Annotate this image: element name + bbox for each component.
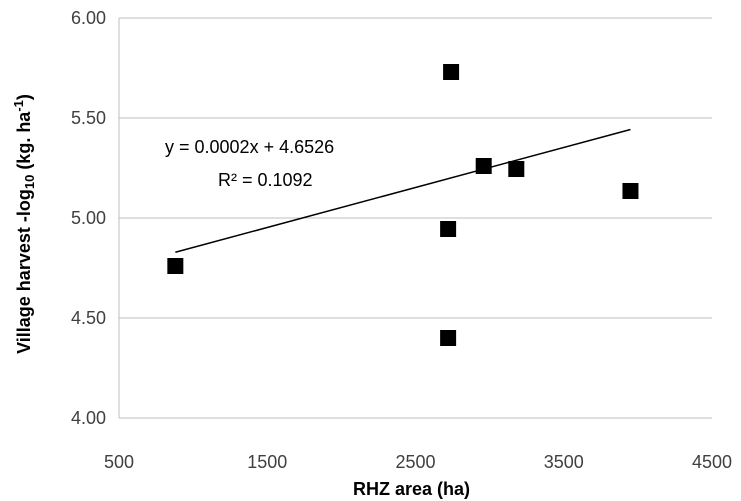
x-axis-title: RHZ area (ha) — [353, 479, 470, 499]
y-axis-title-superscript: -1 — [11, 100, 26, 112]
data-point-1 — [440, 330, 457, 346]
x-tick-label-2: 2500 — [395, 452, 435, 472]
data-point-6 — [622, 183, 639, 199]
y-axis-title-suffix: ) — [14, 94, 34, 100]
data-point-0 — [167, 258, 184, 274]
gridlines — [119, 17, 712, 419]
x-tick-label-4: 4500 — [692, 452, 732, 472]
y-axis-title: Village harvest -log10 (kg. ha-1) — [11, 94, 37, 354]
x-tick-label-3: 3500 — [544, 452, 584, 472]
y-tick-label-2: 5.00 — [71, 208, 106, 228]
y-axis-title-prefix: Village harvest -log — [14, 189, 34, 354]
data-point-3 — [443, 64, 460, 80]
y-tick-label-4: 6.00 — [71, 8, 106, 28]
trendline — [175, 128, 631, 254]
r-squared-label: R² = 0.1092 — [218, 170, 313, 190]
data-points — [167, 64, 639, 346]
data-point-5 — [508, 161, 525, 177]
x-tick-labels: 500 1500 2500 3500 4500 — [104, 452, 732, 472]
data-point-4 — [475, 158, 492, 174]
y-tick-label-0: 4.00 — [71, 408, 106, 428]
x-tick-label-0: 500 — [104, 452, 134, 472]
trendline-equation: y = 0.0002x + 4.6526 — [165, 137, 334, 157]
y-tick-labels: 4.00 4.50 5.00 5.50 6.00 — [71, 8, 106, 428]
x-tick-label-1: 1500 — [247, 452, 287, 472]
y-axis-title-middle: (kg. ha — [14, 111, 34, 175]
y-tick-label-3: 5.50 — [71, 108, 106, 128]
y-tick-label-1: 4.50 — [71, 308, 106, 328]
data-point-2 — [440, 221, 457, 237]
y-axis-title-subscript: 10 — [22, 175, 37, 189]
